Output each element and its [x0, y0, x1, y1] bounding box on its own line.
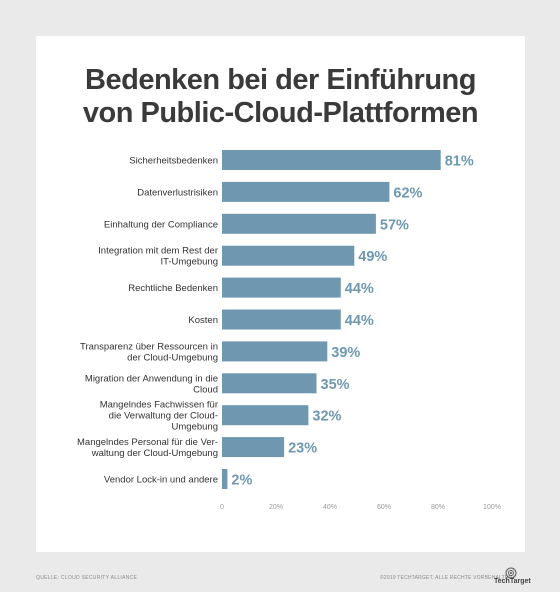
category-label-line: Integration mit dem Rest der [98, 246, 218, 257]
bar [222, 245, 355, 266]
copyright-note: ©2019 TECHTARGET. ALLE RECHTE VORBEHALTE… [380, 575, 514, 581]
category-label-line: IT-Umgebung [160, 257, 218, 268]
category-label-line: die Verwaltung der Cloud- [109, 411, 218, 422]
category-label-line: Vendor Lock-in und andere [104, 475, 218, 486]
bar [222, 277, 341, 298]
category-label: Sicherheitsbedenken [129, 156, 218, 167]
category-label-line: Migration der Anwendung in die [85, 373, 218, 384]
category-label: Transparenz über Ressourcen in der Cloud-… [80, 341, 218, 363]
bar [222, 341, 328, 362]
x-tick-label: 100% [483, 504, 501, 511]
logo-text: TechTarget [494, 578, 531, 585]
x-tick-label: 20% [269, 504, 283, 511]
bar [222, 309, 341, 330]
value-label: 39% [331, 345, 360, 361]
category-label-line: Sicherheitsbedenken [129, 156, 218, 167]
x-tick-label: 60% [377, 504, 391, 511]
x-tick-label: 0 [220, 504, 224, 511]
bar [222, 373, 317, 394]
category-label-line: waltung der Cloud-Umgebung [91, 448, 218, 459]
value-label: 62% [393, 185, 422, 201]
chart-title-line-2: von Public-Cloud-Plattformen [82, 97, 479, 129]
category-label-line: Cloud [193, 384, 218, 395]
category-label-line: Umgebung [172, 422, 218, 433]
category-label: Datenverlustrisiken [137, 187, 218, 198]
value-label: 23% [288, 441, 317, 457]
category-label-line: Mangelndes Personal für die Ver- [77, 437, 218, 448]
category-label-line: Kosten [188, 315, 218, 326]
value-label: 32% [312, 409, 341, 425]
category-label-line: der Cloud-Umgebung [127, 352, 218, 363]
source-note: QUELLE: CLOUD SECURITY ALLIANCE [36, 575, 138, 581]
category-label: Mangelndes Personal für die Ver-waltung … [77, 437, 218, 459]
category-label-line: Datenverlustrisiken [137, 187, 218, 198]
bar [222, 405, 309, 426]
category-label: Vendor Lock-in und andere [104, 475, 218, 486]
techtarget-logo-icon [505, 567, 517, 579]
bar [222, 150, 441, 170]
category-label-line: Mangelndes Fachwissen für [100, 400, 218, 411]
category-label-line: Transparenz über Ressourcen in [80, 341, 218, 352]
value-label: 81% [445, 154, 474, 170]
value-label: 44% [345, 313, 374, 329]
category-label-line: Rechtliche Bedenken [128, 283, 218, 294]
value-label: 44% [345, 281, 374, 297]
bar [222, 469, 228, 489]
x-tick-label: 80% [431, 504, 445, 511]
bar [222, 181, 390, 202]
chart-title: Bedenken bei der Einführung von Public-C… [36, 64, 525, 130]
category-label: Rechtliche Bedenken [128, 283, 218, 294]
category-label: Kosten [188, 315, 218, 326]
category-label-line: Einhaltung der Compliance [104, 219, 218, 230]
category-label: Integration mit dem Rest der IT-Umgebung [98, 246, 218, 268]
value-label: 35% [321, 377, 350, 393]
category-label: Einhaltung der Compliance [104, 219, 218, 230]
category-label: Migration der Anwendung in die Cloud [85, 373, 218, 395]
bar [222, 437, 285, 458]
x-tick-label: 40% [323, 504, 337, 511]
bar [222, 213, 376, 234]
chart-title-line-1: Bedenken bei der Einführung [85, 64, 476, 96]
value-label: 49% [358, 249, 387, 265]
value-label: 2% [231, 473, 252, 489]
value-label: 57% [380, 217, 409, 233]
category-label: Mangelndes Fachwissen für die Verwaltung … [100, 400, 218, 433]
